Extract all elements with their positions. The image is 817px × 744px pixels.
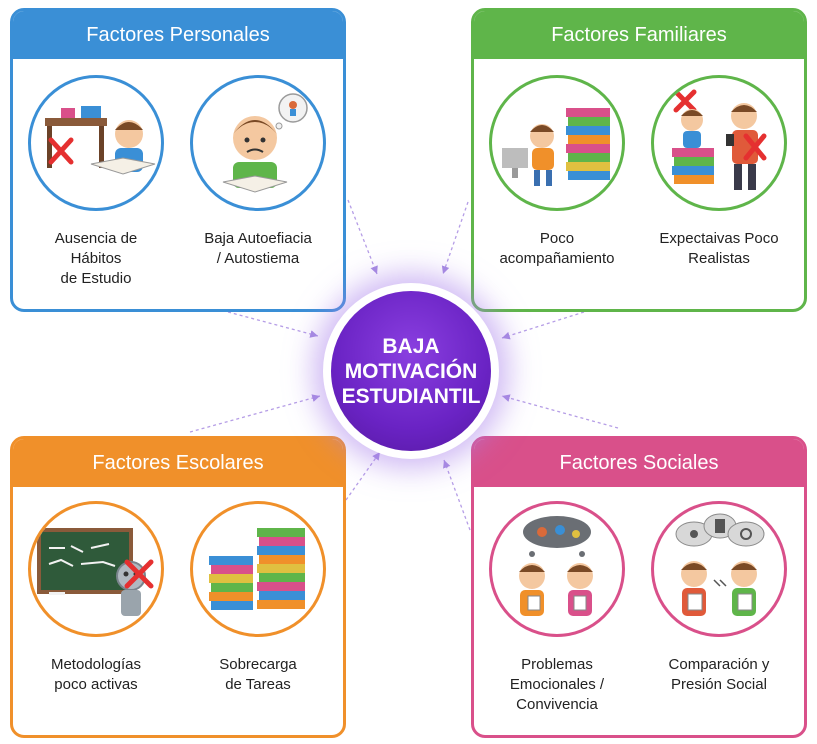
item-sobrecarga-tareas: Sobrecarga de Tareas bbox=[183, 501, 333, 695]
arrow-familiares-1 bbox=[441, 201, 469, 275]
kids-thought-cloud-icon bbox=[489, 501, 625, 637]
student-desk-icon bbox=[28, 75, 164, 211]
item-metodologias: Metodologías poco activas bbox=[21, 501, 171, 695]
kids-comparison-icon bbox=[651, 501, 787, 637]
item-label: Poco acompañamiento bbox=[499, 230, 615, 267]
panel-title: Factores Familiares bbox=[474, 11, 804, 59]
arrow-personales-1 bbox=[347, 199, 378, 275]
item-label: Expectaivas Poco Realistas bbox=[659, 230, 779, 267]
item-problemas-emocionales: Problemas Emocionales / Convivencia bbox=[482, 501, 632, 715]
panel-factores-personales: Factores Personales Ausencia de Hábitos … bbox=[10, 8, 346, 312]
child-books-icon bbox=[489, 75, 625, 211]
item-label: Metodologías poco activas bbox=[50, 656, 142, 693]
item-label: Baja Autoefiacia / Autostiema bbox=[204, 230, 312, 267]
arrow-sociales-2 bbox=[443, 459, 471, 531]
central-concept-label: BAJA MOTIVACIÓN ESTUDIANTIL bbox=[331, 291, 491, 451]
arrow-familiares-2 bbox=[501, 311, 585, 340]
sad-reader-icon bbox=[190, 75, 326, 211]
book-stacks-icon bbox=[190, 501, 326, 637]
item-baja-autoeficacia: Baja Autoefiacia / Autostiema bbox=[183, 75, 333, 269]
item-label: Sobrecarga de Tareas bbox=[219, 656, 297, 693]
parent-child-icon bbox=[651, 75, 787, 211]
item-expectativas: Expectaivas Poco Realistas bbox=[644, 75, 794, 269]
panel-factores-escolares: Factores Escolares Metodologías poco act… bbox=[10, 436, 346, 738]
arrow-escolares-1 bbox=[189, 394, 321, 433]
item-ausencia-habitos: Ausencia de Hábitos de Estudio bbox=[21, 75, 171, 289]
panel-title: Factores Sociales bbox=[474, 439, 804, 487]
arrow-escolares-2 bbox=[345, 451, 381, 501]
item-poco-acompanamiento: Poco acompañamiento bbox=[482, 75, 632, 269]
panel-title: Factores Personales bbox=[13, 11, 343, 59]
item-label: Problemas Emocionales / Convivencia bbox=[509, 656, 605, 713]
panel-title: Factores Escolares bbox=[13, 439, 343, 487]
item-comparacion-presion: Comparación y Presión Social bbox=[644, 501, 794, 695]
arrow-sociales-1 bbox=[501, 394, 619, 429]
panel-factores-familiares: Factores Familiares Poco acompañam bbox=[471, 8, 807, 312]
panel-factores-sociales: Factores Sociales Problemas Emocionales … bbox=[471, 436, 807, 738]
item-label: Ausencia de Hábitos de Estudio bbox=[54, 230, 138, 287]
central-concept-circle: BAJA MOTIVACIÓN ESTUDIANTIL bbox=[323, 283, 499, 459]
item-label: Comparación y Presión Social bbox=[668, 656, 770, 693]
arrow-personales-2 bbox=[227, 311, 319, 338]
chalkboard-robot-icon bbox=[28, 501, 164, 637]
